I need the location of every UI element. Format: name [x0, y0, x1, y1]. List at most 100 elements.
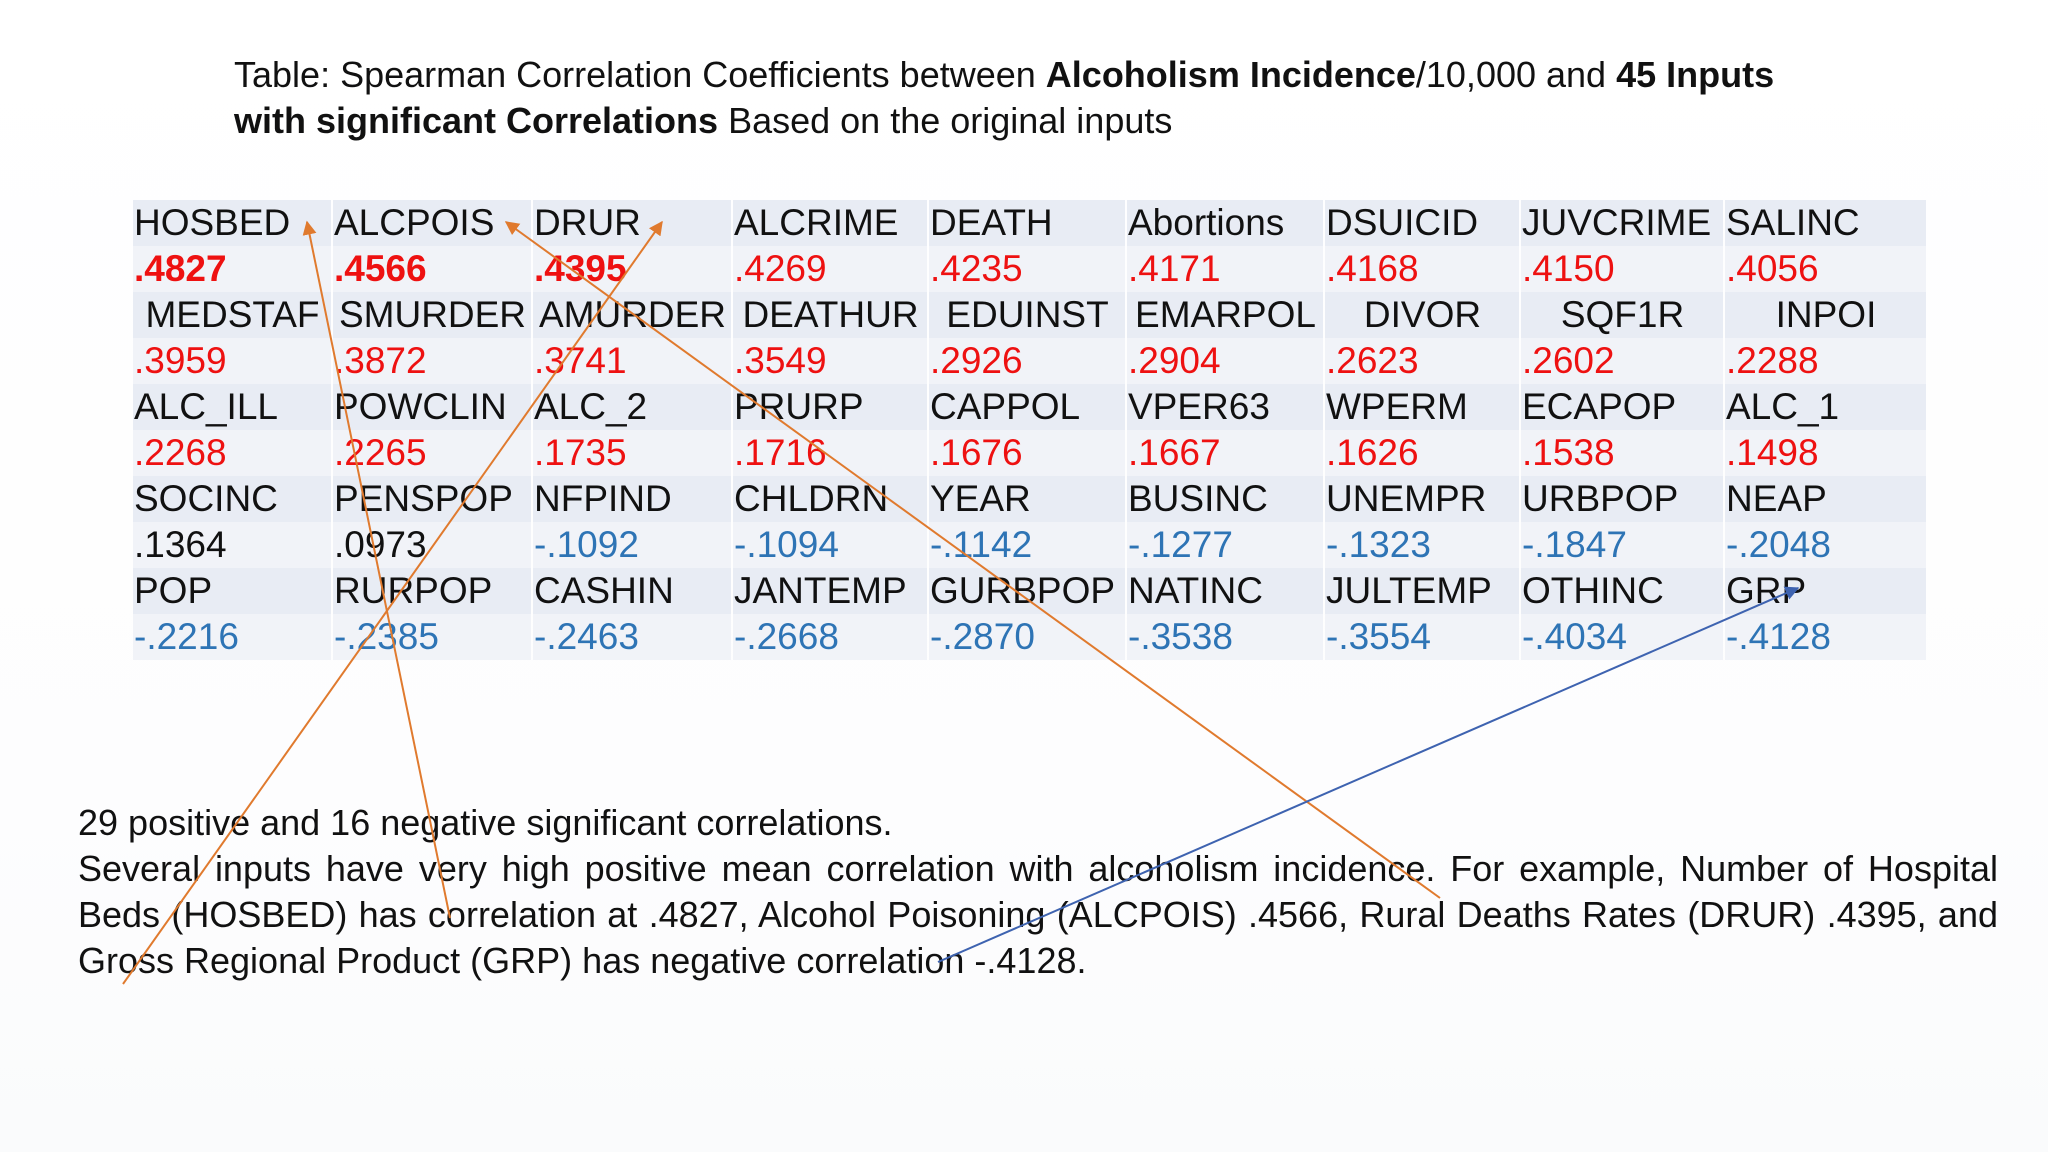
correlation-value-cell: -.1092: [533, 522, 731, 568]
variable-name-cell: AMURDER: [533, 292, 731, 338]
correlation-value-cell: .3959: [133, 338, 331, 384]
correlation-value-cell: .2926: [929, 338, 1125, 384]
slide-title: Table: Spearman Correlation Coefficients…: [234, 52, 1834, 144]
correlation-value-cell: .4150: [1521, 246, 1723, 292]
correlation-value-cell: .4269: [733, 246, 927, 292]
variable-name-cell: SMURDER: [333, 292, 531, 338]
title-bold-2: 45 Inputs with significant Correlations: [234, 54, 1775, 141]
correlation-value-cell: .1716: [733, 430, 927, 476]
variable-name-cell: POP: [133, 568, 331, 614]
title-bold-1: Alcoholism Incidence: [1045, 54, 1416, 95]
correlation-value-cell: -.1847: [1521, 522, 1723, 568]
correlation-value-cell: -.2048: [1725, 522, 1926, 568]
explanation-paragraph: Several inputs have very high positive m…: [78, 848, 1998, 981]
variable-name-cell: DEATH: [929, 200, 1125, 246]
correlation-value-cell: .1626: [1325, 430, 1519, 476]
correlation-value-cell: -.2870: [929, 614, 1125, 660]
correlation-value-cell: .4235: [929, 246, 1125, 292]
variable-name-cell: ALC_ILL: [133, 384, 331, 430]
variable-name-cell: ALC_2: [533, 384, 731, 430]
correlation-value-cell: -.2216: [133, 614, 331, 660]
correlation-value-cell: .2288: [1725, 338, 1926, 384]
variable-name-cell: ALC_1: [1725, 384, 1926, 430]
variable-name-cell: EDUINST: [929, 292, 1125, 338]
correlation-value-cell: -.2668: [733, 614, 927, 660]
variable-name-cell: GRP: [1725, 568, 1926, 614]
correlation-value-cell: .1667: [1127, 430, 1323, 476]
variable-name-cell: DIVOR: [1325, 292, 1519, 338]
correlation-value-cell: .4395: [533, 246, 731, 292]
variable-name-cell: NATINC: [1127, 568, 1323, 614]
variable-name-cell: VPER63: [1127, 384, 1323, 430]
summary-line: 29 positive and 16 negative significant …: [78, 802, 893, 843]
correlation-value-cell: .1498: [1725, 430, 1926, 476]
correlation-value-cell: .4168: [1325, 246, 1519, 292]
variable-name-cell: DRUR: [533, 200, 731, 246]
correlation-value-cell: -.1094: [733, 522, 927, 568]
variable-name-cell: CASHIN: [533, 568, 731, 614]
correlation-value-cell: .2602: [1521, 338, 1723, 384]
correlation-value-cell: .3872: [333, 338, 531, 384]
variable-name-cell: RURPOP: [333, 568, 531, 614]
variable-name-cell: JULTEMP: [1325, 568, 1519, 614]
correlation-value-cell: .2904: [1127, 338, 1323, 384]
variable-name-cell: WPERM: [1325, 384, 1519, 430]
variable-name-cell: SQF1R: [1521, 292, 1723, 338]
title-part-2: /10,000 and: [1415, 54, 1617, 95]
variable-name-cell: POWCLIN: [333, 384, 531, 430]
correlation-value-cell: -.4034: [1521, 614, 1723, 660]
variable-name-cell: ECAPOP: [1521, 384, 1723, 430]
variable-name-cell: DEATHUR: [733, 292, 927, 338]
correlation-value-cell: .4056: [1725, 246, 1926, 292]
correlation-value-cell: .4171: [1127, 246, 1323, 292]
variable-name-cell: JUVCRIME: [1521, 200, 1723, 246]
variable-name-cell: EMARPOL: [1127, 292, 1323, 338]
title-part-1: Table: Spearman Correlation Coefficients…: [234, 54, 1046, 95]
variable-name-cell: HOSBED: [133, 200, 331, 246]
correlation-table: HOSBED ALCPOIS DRUR ALCRIME DEATH Abortions DS…: [133, 200, 1926, 660]
variable-name-cell: INPOI: [1725, 292, 1926, 338]
variable-name-cell: ALCRIME: [733, 200, 927, 246]
correlation-value-cell: .1364: [133, 522, 331, 568]
variable-name-cell: Abortions: [1127, 200, 1323, 246]
correlation-value-cell: -.4128: [1725, 614, 1926, 660]
correlation-value-cell: .1735: [533, 430, 731, 476]
correlation-value-cell: -.3554: [1325, 614, 1519, 660]
variable-name-cell: DSUICID: [1325, 200, 1519, 246]
correlation-value-cell: .2623: [1325, 338, 1519, 384]
correlation-value-cell: -.3538: [1127, 614, 1323, 660]
variable-name-cell: CHLDRN: [733, 476, 927, 522]
variable-name-cell: YEAR: [929, 476, 1125, 522]
variable-name-cell: UNEMPR: [1325, 476, 1519, 522]
variable-name-cell: MEDSTAF: [133, 292, 331, 338]
variable-name-cell: OTHINC: [1521, 568, 1723, 614]
correlation-value-cell: .2265: [333, 430, 531, 476]
variable-name-cell: NEAP: [1725, 476, 1926, 522]
variable-name-cell: GURBPOP: [929, 568, 1125, 614]
variable-name-cell: PENSPOP: [333, 476, 531, 522]
variable-name-cell: NFPIND: [533, 476, 731, 522]
variable-name-cell: SALINC: [1725, 200, 1926, 246]
correlation-value-cell: -.1277: [1127, 522, 1323, 568]
variable-name-cell: JANTEMP: [733, 568, 927, 614]
variable-name-cell: PRURP: [733, 384, 927, 430]
correlation-value-cell: .4827: [133, 246, 331, 292]
correlation-value-cell: -.2463: [533, 614, 731, 660]
correlation-value-cell: -.1323: [1325, 522, 1519, 568]
correlation-value-cell: .3741: [533, 338, 731, 384]
body-text: 29 positive and 16 negative significant …: [78, 800, 1998, 984]
correlation-value-cell: .4566: [333, 246, 531, 292]
correlation-value-cell: -.1142: [929, 522, 1125, 568]
variable-name-cell: ALCPOIS: [333, 200, 531, 246]
variable-name-cell: SOCINC: [133, 476, 331, 522]
correlation-value-cell: .1538: [1521, 430, 1723, 476]
correlation-value-cell: .3549: [733, 338, 927, 384]
correlation-value-cell: .0973: [333, 522, 531, 568]
title-part-3: Based on the original inputs: [718, 100, 1173, 141]
variable-name-cell: CAPPOL: [929, 384, 1125, 430]
correlation-value-cell: .1676: [929, 430, 1125, 476]
variable-name-cell: URBPOP: [1521, 476, 1723, 522]
correlation-value-cell: .2268: [133, 430, 331, 476]
variable-name-cell: BUSINC: [1127, 476, 1323, 522]
correlation-value-cell: -.2385: [333, 614, 531, 660]
